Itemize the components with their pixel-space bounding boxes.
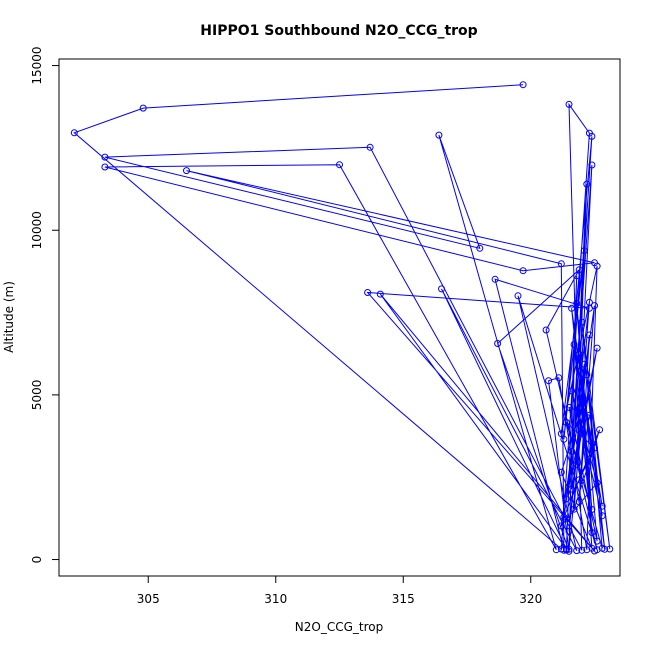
data-point	[552, 546, 560, 554]
data-point	[593, 537, 601, 545]
data-point	[578, 318, 586, 326]
data-point	[545, 377, 553, 385]
data-point	[575, 498, 583, 506]
x-tick-label: 315	[392, 592, 415, 606]
x-axis: 305 310 315 320	[137, 575, 542, 606]
data-point	[491, 275, 499, 283]
data-point	[519, 81, 527, 89]
data-point	[588, 132, 596, 140]
data-point	[514, 292, 522, 300]
data-point	[588, 529, 596, 536]
data-point	[598, 502, 606, 510]
data-point	[336, 161, 343, 169]
data-point	[376, 290, 384, 298]
x-tick-label: 305	[137, 592, 160, 606]
data-point	[70, 129, 78, 137]
data-point	[568, 304, 576, 312]
y-axis: 0 5000 10000 15000	[30, 46, 60, 564]
data-point	[578, 546, 586, 554]
y-axis-label: Altitude (m)	[2, 281, 16, 353]
data-point	[575, 350, 583, 358]
data-point	[575, 476, 583, 484]
data-point	[591, 444, 598, 452]
series-layer	[70, 81, 614, 555]
data-point	[557, 468, 565, 476]
data-point	[560, 513, 568, 521]
data-point	[557, 260, 565, 268]
x-tick-label: 320	[519, 592, 542, 606]
y-tick-label: 10000	[30, 211, 44, 249]
data-point	[601, 545, 609, 553]
data-point	[573, 272, 581, 280]
y-tick-label: 5000	[30, 380, 44, 411]
data-point	[580, 360, 588, 368]
data-point	[476, 244, 484, 252]
data-point	[101, 153, 109, 161]
chart-title: HIPPO1 Southbound N2O_CCG_trop	[200, 23, 477, 39]
data-point	[139, 104, 147, 112]
plot-frame	[58, 58, 621, 577]
data-point	[575, 362, 583, 370]
data-point	[555, 374, 563, 382]
data-point	[598, 512, 606, 520]
data-point	[183, 167, 190, 175]
data-point	[593, 262, 601, 270]
data-point	[519, 267, 527, 275]
data-point	[580, 396, 588, 404]
data-point	[557, 430, 565, 438]
data-point	[585, 411, 593, 419]
data-point	[562, 546, 570, 554]
data-point	[542, 326, 550, 334]
data-point	[573, 299, 581, 307]
data-point	[568, 485, 576, 493]
data-point	[565, 100, 573, 108]
data-point	[570, 341, 578, 348]
data-point	[588, 161, 596, 169]
data-point	[583, 180, 591, 188]
data-point	[573, 461, 581, 469]
x-tick-label: 310	[264, 592, 287, 606]
data-point	[366, 143, 374, 151]
data-point	[364, 289, 372, 296]
data-point	[585, 331, 593, 339]
data-point	[494, 340, 502, 347]
data-point	[560, 435, 568, 443]
data-point	[593, 344, 601, 352]
x-axis-label: N2O_CCG_trop	[295, 620, 383, 634]
data-point	[596, 426, 604, 434]
data-point	[588, 506, 596, 513]
data-point	[568, 387, 576, 395]
data-point	[565, 527, 573, 535]
data-point	[580, 247, 588, 255]
y-tick-label: 15000	[30, 46, 44, 84]
data-point	[573, 547, 581, 555]
data-point	[593, 546, 601, 554]
data-point	[557, 522, 565, 530]
data-point	[568, 448, 576, 455]
data-point	[562, 419, 570, 426]
data-point	[588, 544, 596, 552]
data-point	[101, 163, 109, 171]
data-point	[585, 298, 593, 306]
data-point	[593, 479, 601, 487]
data-point	[565, 403, 573, 411]
data-point	[435, 131, 443, 139]
data-point	[606, 545, 614, 553]
data-point	[583, 371, 591, 379]
data-point	[570, 505, 578, 513]
series-line	[73, 84, 611, 552]
data-point	[583, 546, 591, 554]
data-point	[438, 285, 445, 293]
y-tick-label: 0	[30, 556, 44, 564]
data-point	[575, 266, 583, 274]
data-point	[591, 302, 598, 310]
data-point	[562, 495, 570, 503]
